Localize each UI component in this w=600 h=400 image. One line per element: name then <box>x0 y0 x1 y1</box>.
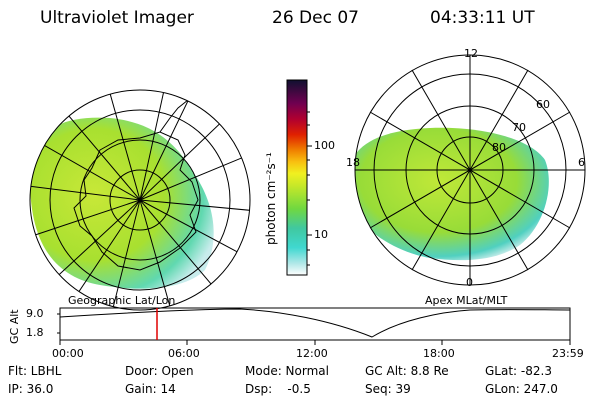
altitude-xtick-1800: 18:00 <box>423 347 455 360</box>
mlt-label-18: 18 <box>346 156 360 169</box>
altitude-xtick-1200: 12:00 <box>296 347 328 360</box>
info-door: Door: Open <box>125 364 194 378</box>
altitude-plot <box>57 307 571 345</box>
altitude-xtick-0000: 00:00 <box>52 347 84 360</box>
colorbar-tick-10: 10 <box>314 228 328 241</box>
altitude-xtick-0600: 06:00 <box>168 347 200 360</box>
instrument-title: Ultraviolet Imager <box>40 8 194 28</box>
colorbar <box>286 79 312 276</box>
mlat-label-70: 70 <box>512 121 526 134</box>
apex-map <box>354 54 586 286</box>
altitude-curve <box>59 308 571 338</box>
colorbar-scale <box>286 79 308 276</box>
mlat-label-80: 80 <box>492 141 506 154</box>
altitude-ylabel: GC Alt <box>8 309 21 344</box>
info-glat: GLat: -82.3 <box>485 364 552 378</box>
mlt-label-12: 12 <box>464 47 478 60</box>
info-flt: Flt: LBHL <box>8 364 62 378</box>
mlt-label-6: 6 <box>578 156 585 169</box>
altitude-xtick-2359: 23:59 <box>552 347 584 360</box>
colorbar-label: photon cm⁻²s⁻¹ <box>264 152 278 245</box>
info-gc-alt: GC Alt: 8.8 Re <box>365 364 449 378</box>
aurora-emission-apex <box>355 127 549 261</box>
info-dsp: Dsp: -0.5 <box>245 382 311 396</box>
geographic-caption: Geographic Lat/Lon <box>68 294 176 307</box>
mlat-label-60: 60 <box>536 98 550 111</box>
info-mode: Mode: Normal <box>245 364 329 378</box>
info-gain: Gain: 14 <box>125 382 176 396</box>
altitude-ytick-1-8: 1.8 <box>26 326 44 339</box>
geographic-map <box>29 89 251 311</box>
mlt-label-0: 0 <box>466 276 473 289</box>
time-label: 04:33:11 UT <box>430 8 535 28</box>
date-label: 26 Dec 07 <box>272 8 359 28</box>
info-glon: GLon: 247.0 <box>485 382 558 396</box>
colorbar-tick-100: 100 <box>314 139 335 152</box>
info-ip: IP: 36.0 <box>8 382 54 396</box>
aurora-emission-geo <box>30 117 214 289</box>
altitude-ytick-9: 9.0 <box>26 307 44 320</box>
info-seq: Seq: 39 <box>365 382 411 396</box>
apex-caption: Apex MLat/MLT <box>425 294 508 307</box>
